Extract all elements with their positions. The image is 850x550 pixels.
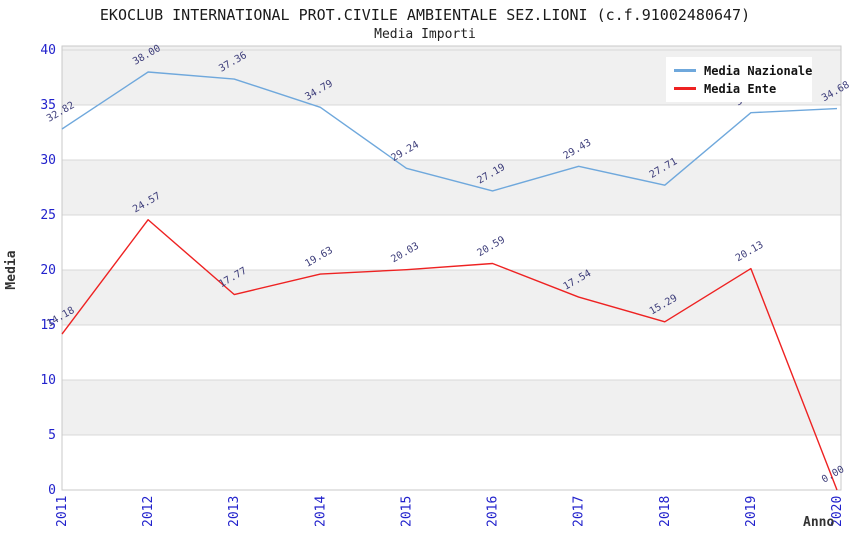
data-label: 20.03 <box>389 241 421 266</box>
band-stripe <box>62 270 841 325</box>
data-label: 0.00 <box>820 464 846 486</box>
x-tick-label: 2012 <box>141 496 156 527</box>
plot-border <box>61 45 842 491</box>
y-tick-label: 0 <box>48 483 56 498</box>
y-tick-label: 20 <box>40 263 56 278</box>
x-tick-label: 2011 <box>55 496 70 527</box>
y-axis-label: Media <box>4 250 19 290</box>
data-label: 20.59 <box>476 235 508 260</box>
x-axis-label: Anno <box>803 515 835 530</box>
x-tick-label: 2013 <box>227 496 242 527</box>
y-tick-label: 30 <box>40 153 56 168</box>
x-tick-label: 2017 <box>572 496 587 527</box>
band-stripe <box>62 160 841 215</box>
band-stripe <box>62 380 841 435</box>
data-label: 20.13 <box>734 240 766 265</box>
y-tick-label: 40 <box>40 43 56 58</box>
y-tick-label: 15 <box>40 318 56 333</box>
y-tick-label: 5 <box>48 428 56 443</box>
series-line-media-ente <box>61 219 838 491</box>
media-ente-line-icon <box>674 87 696 90</box>
media-nazionale-line-icon <box>674 69 696 72</box>
chart-subtitle: Media Importi <box>374 27 476 42</box>
y-tick-label: 25 <box>40 208 56 223</box>
legend: Media Nazionale Media Ente <box>666 57 812 102</box>
x-tick-label: 2018 <box>658 496 673 527</box>
data-label: 19.63 <box>303 245 335 270</box>
x-tick-label: 2014 <box>313 496 328 527</box>
legend-label-media-nazionale: Media Nazionale <box>704 63 813 78</box>
x-tick-label: 2020 <box>830 496 845 527</box>
y-tick-label: 10 <box>40 373 56 388</box>
legend-item-media-nazionale: Media Nazionale <box>674 63 812 78</box>
x-tick-label: 2016 <box>486 496 501 527</box>
chart-title: EKOCLUB INTERNATIONAL PROT.CIVILE AMBIEN… <box>99 6 751 24</box>
legend-item-media-ente: Media Ente <box>674 81 812 96</box>
series-line-media-nazionale <box>61 71 838 192</box>
x-tick-label: 2015 <box>399 496 414 527</box>
x-tick-label: 2019 <box>744 496 759 527</box>
legend-label-media-ente: Media Ente <box>704 81 777 96</box>
data-label: 29.43 <box>562 137 594 162</box>
y-tick-label: 35 <box>40 98 56 113</box>
